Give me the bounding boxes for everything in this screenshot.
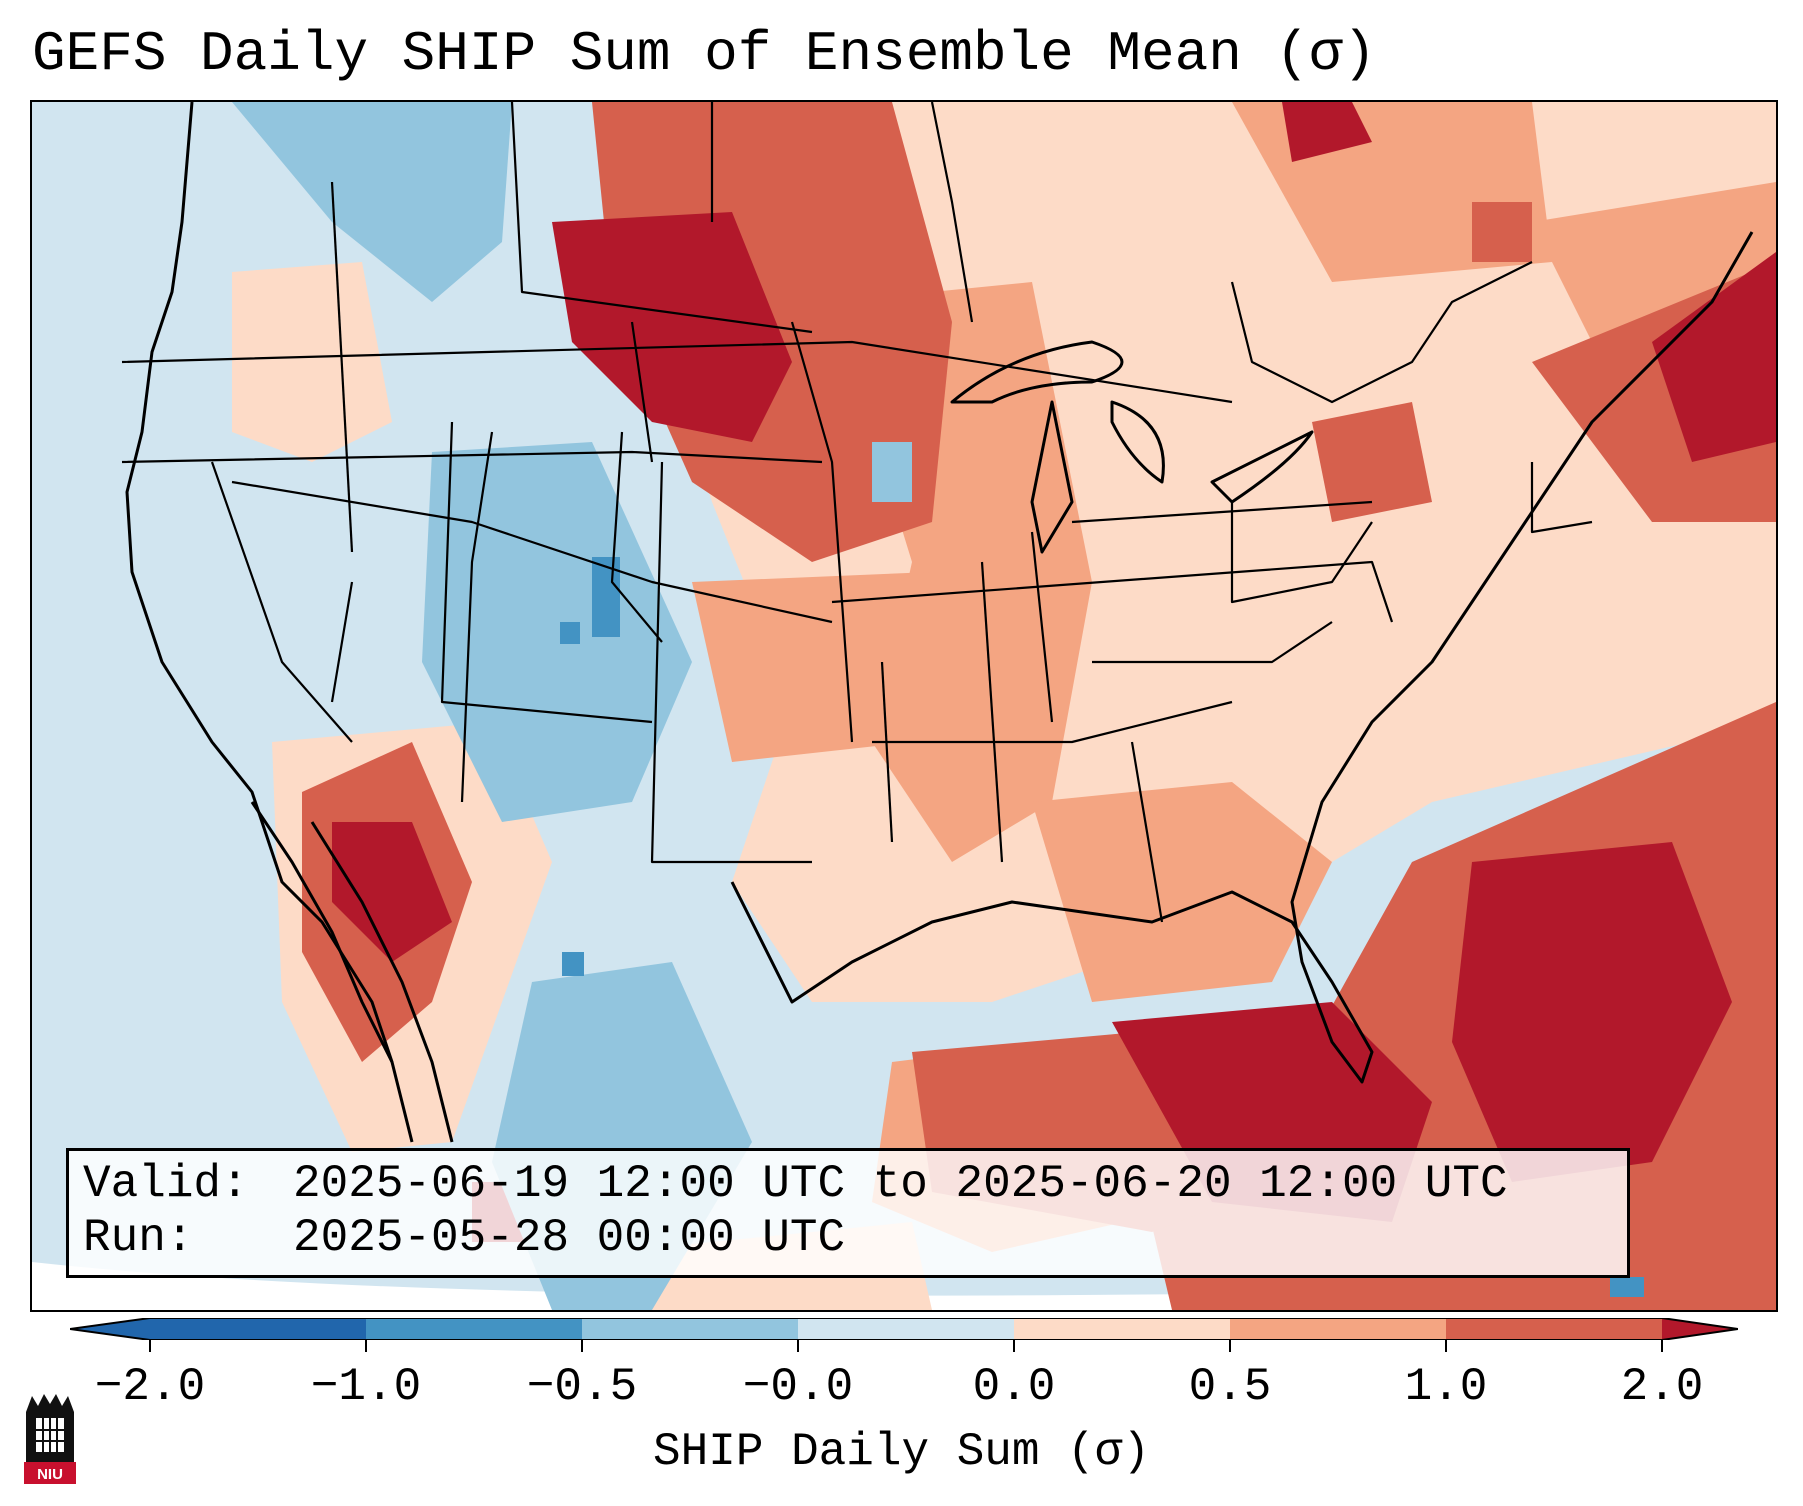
colorbar-segment-1 (150, 1318, 366, 1340)
colorbar-tick-label: −2.0 (94, 1361, 206, 1413)
colorbar-segment-4 (798, 1318, 1014, 1340)
colorbar (70, 1318, 1738, 1340)
colorbar-tick (1661, 1340, 1663, 1352)
colorbar-tick (365, 1340, 367, 1352)
map-canvas[interactable] (32, 102, 1776, 1310)
colorbar-tick-label: −0.5 (526, 1361, 638, 1413)
state-borders (121, 102, 1593, 923)
colorbar-tick (1013, 1340, 1015, 1352)
colorbar-tick (1229, 1340, 1231, 1352)
colorbar-tick-label: −1.0 (310, 1361, 422, 1413)
colorbar-tick (797, 1340, 799, 1352)
colorbar-extend-max (1662, 1318, 1738, 1340)
colorbar-tick-label: 1.0 (1404, 1361, 1488, 1413)
colorbar-tick-label: 2.0 (1620, 1361, 1704, 1413)
coastlines (125, 102, 1754, 1143)
run-line: Run: 2025-05-28 00:00 UTC (83, 1211, 1613, 1265)
colorbar-tick (581, 1340, 583, 1352)
page-title: GEFS Daily SHIP Sum of Ensemble Mean (σ) (32, 22, 1377, 86)
valid-label: Valid: (83, 1158, 249, 1210)
anomaly-very-strong-positive (332, 102, 1776, 1242)
colorbar-tick (1445, 1340, 1447, 1352)
colorbar-ticks: −2.0 −1.0 −0.5 −0.0 0.0 0.5 1.0 2.0 (0, 1340, 1803, 1412)
colorbar-tick-label: −0.0 (742, 1361, 854, 1413)
colorbar-segment-6 (1230, 1318, 1446, 1340)
colorbar-title: SHIP Daily Sum (σ) (653, 1426, 1150, 1478)
colorbar-tick (149, 1340, 151, 1352)
map-panel[interactable] (30, 100, 1778, 1312)
valid-line: Valid: 2025-06-19 12:00 UTC to 2025-06-20… (83, 1157, 1613, 1211)
run-value: 2025-05-28 00:00 UTC (293, 1212, 846, 1264)
colorbar-segment-3 (582, 1318, 798, 1340)
niu-logo-icon: NIU (24, 1394, 76, 1484)
colorbar-tick-label: 0.0 (972, 1361, 1056, 1413)
valid-value: 2025-06-19 12:00 UTC to 2025-06-20 12:00… (293, 1158, 1508, 1210)
colorbar-segment-5 (1014, 1318, 1230, 1340)
colorbar-extend-min (70, 1318, 150, 1340)
colorbar-tick-label: 0.5 (1188, 1361, 1272, 1413)
colorbar-segment-2 (366, 1318, 582, 1340)
niu-logo-text: NIU (37, 1466, 63, 1483)
colorbar-segment-7 (1446, 1318, 1662, 1340)
run-label: Run: (83, 1212, 194, 1264)
validity-info-box: Valid: 2025-06-19 12:00 UTC to 2025-06-20… (66, 1148, 1630, 1278)
